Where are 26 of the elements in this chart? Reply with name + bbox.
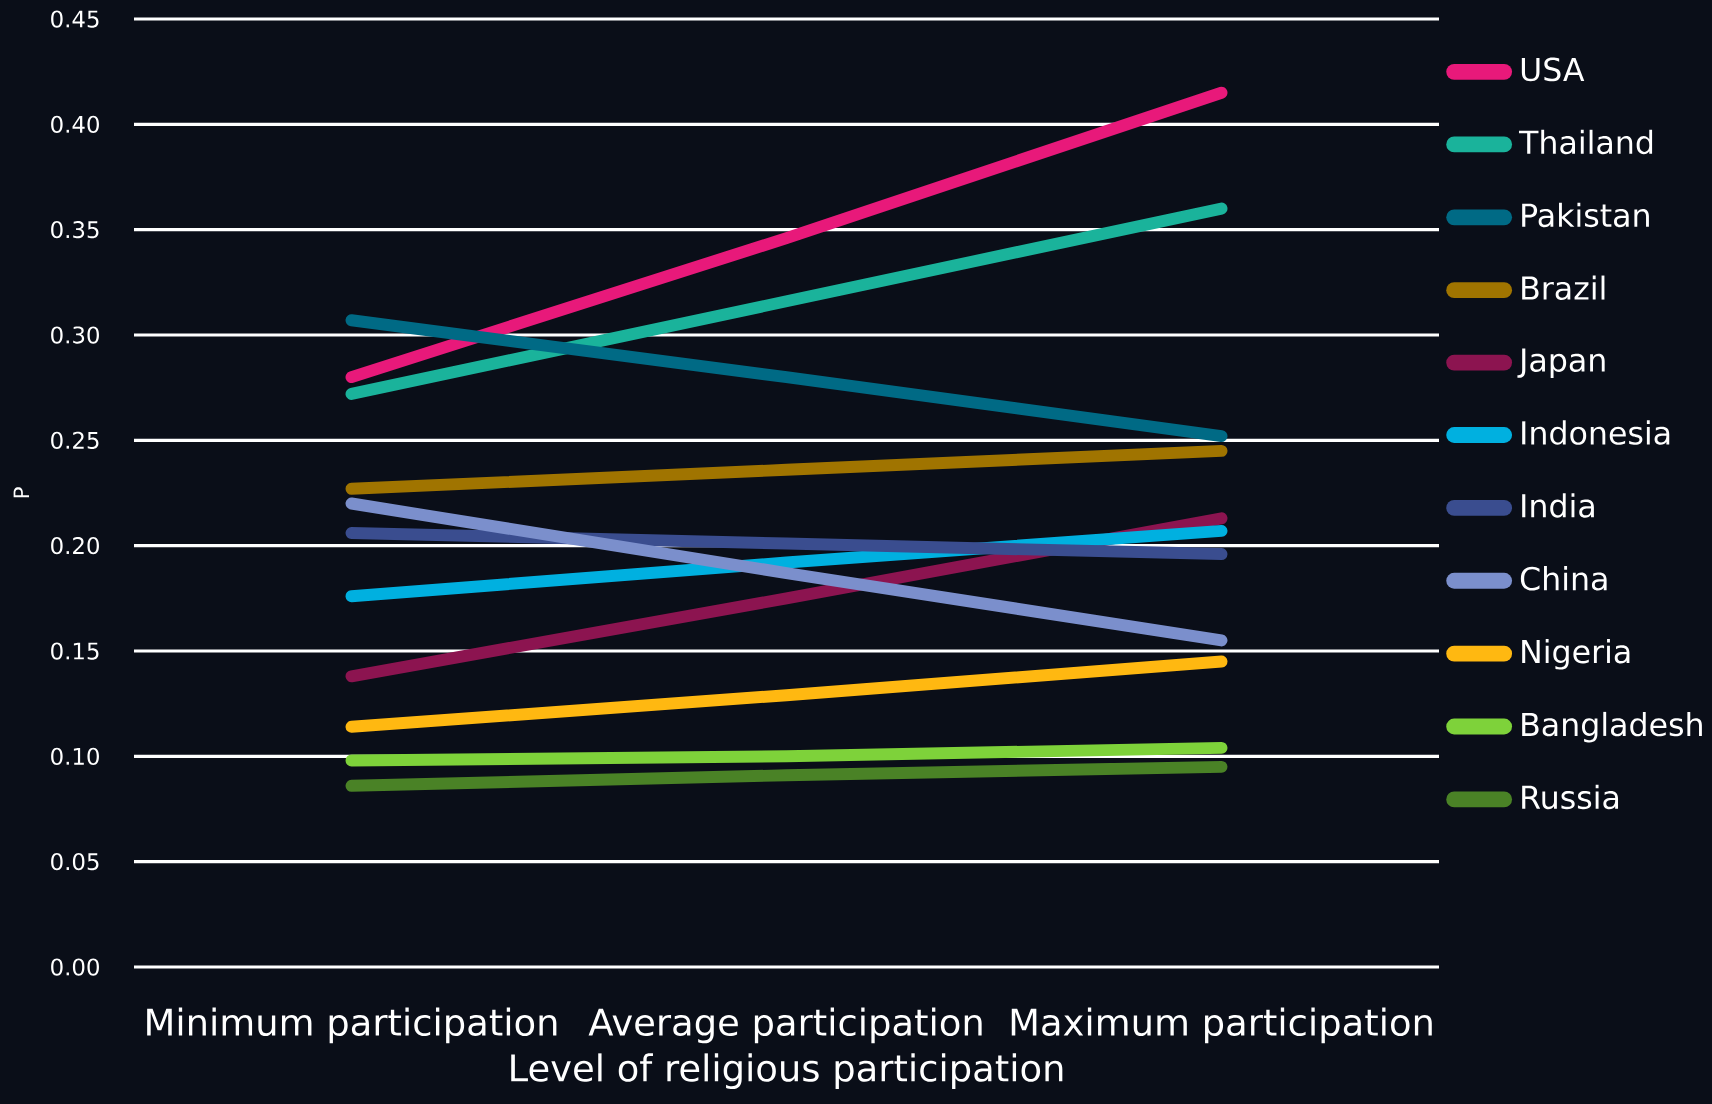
x-tick-label: Maximum participation bbox=[1011, 1007, 1432, 1044]
y-tick-label: 0.05 bbox=[51, 853, 99, 871]
legend-label: USA bbox=[1521, 57, 1585, 82]
y-tick-label: 0.30 bbox=[51, 326, 99, 344]
y-tick-label: 0.20 bbox=[51, 537, 99, 555]
legend-label: Brazil bbox=[1522, 275, 1605, 301]
y-tick-label: 0.35 bbox=[51, 221, 99, 239]
x-tick-label: Minimum participation bbox=[147, 1007, 557, 1044]
x-tick-label: Average participation bbox=[588, 1007, 982, 1044]
y-tick-label: 0.00 bbox=[51, 958, 99, 976]
y-tick-label: 0.40 bbox=[51, 115, 99, 133]
y-tick-label: 0.15 bbox=[51, 642, 99, 660]
y-tick-label: 0.25 bbox=[51, 431, 99, 449]
legend-label: Thailand bbox=[1518, 129, 1653, 155]
legend-label: Indonesia bbox=[1522, 420, 1670, 445]
y-axis-title: P bbox=[13, 487, 30, 498]
legend-label: India bbox=[1522, 493, 1594, 518]
y-tick-label: 0.45 bbox=[51, 10, 99, 28]
legend-label: Pakistan bbox=[1522, 202, 1649, 228]
legend-label: Japan bbox=[1517, 348, 1605, 379]
legend-label: Russia bbox=[1522, 784, 1619, 810]
legend-label: China bbox=[1520, 566, 1607, 591]
x-axis-title: Level of religious participation bbox=[511, 1053, 1063, 1090]
y-tick-label: 0.10 bbox=[51, 747, 99, 765]
legend-label: Bangladesh bbox=[1522, 711, 1702, 743]
legend-label: Nigeria bbox=[1522, 639, 1630, 670]
